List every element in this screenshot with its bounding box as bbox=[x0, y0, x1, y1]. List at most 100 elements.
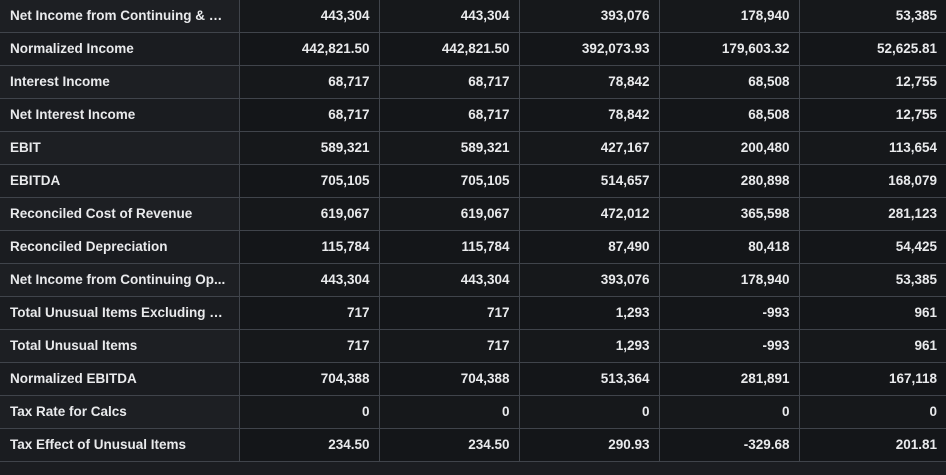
table-row[interactable]: EBITDA 705,105 705,105 514,657 280,898 168,07… bbox=[0, 164, 946, 198]
table-row[interactable]: Net Interest Income 68,717 68,717 78,842 68,… bbox=[0, 98, 946, 132]
value-cell: 443,304 bbox=[239, 263, 380, 297]
value-cell: 234.50 bbox=[379, 428, 520, 462]
value-cell: 178,940 bbox=[659, 0, 800, 33]
value-cell: 53,385 bbox=[799, 263, 946, 297]
value-cell: 200,480 bbox=[659, 131, 800, 165]
table-row[interactable]: Tax Effect of Unusual Items 234.50 234.50 2… bbox=[0, 428, 946, 462]
value-cell: 52,625.81 bbox=[799, 32, 946, 66]
value-cell: -993 bbox=[659, 329, 800, 363]
value-cell: 443,304 bbox=[379, 263, 520, 297]
value-cell: 12,755 bbox=[799, 65, 946, 99]
value-cell: 717 bbox=[239, 329, 380, 363]
value-cell: 12,755 bbox=[799, 98, 946, 132]
row-label: Net Income from Continuing Op... bbox=[0, 263, 240, 297]
table-row[interactable]: Reconciled Depreciation 115,784 115,784 87,… bbox=[0, 230, 946, 264]
row-label: Interest Income bbox=[0, 65, 240, 99]
value-cell: 68,508 bbox=[659, 98, 800, 132]
value-cell: 68,717 bbox=[379, 65, 520, 99]
value-cell: 68,508 bbox=[659, 65, 800, 99]
value-cell: 53,385 bbox=[799, 0, 946, 33]
value-cell: 717 bbox=[379, 329, 520, 363]
value-cell: 589,321 bbox=[379, 131, 520, 165]
value-cell: 514,657 bbox=[519, 164, 660, 198]
value-cell: 54,425 bbox=[799, 230, 946, 264]
value-cell: 0 bbox=[799, 395, 946, 429]
value-cell: 442,821.50 bbox=[379, 32, 520, 66]
table-row[interactable]: Interest Income 68,717 68,717 78,842 68,508 1… bbox=[0, 65, 946, 99]
row-label: Total Unusual Items bbox=[0, 329, 240, 363]
value-cell: 290.93 bbox=[519, 428, 660, 462]
value-cell: 281,123 bbox=[799, 197, 946, 231]
value-cell: 68,717 bbox=[379, 98, 520, 132]
value-cell: 68,717 bbox=[239, 98, 380, 132]
value-cell: 443,304 bbox=[239, 0, 380, 33]
value-cell: 705,105 bbox=[379, 164, 520, 198]
value-cell: 393,076 bbox=[519, 263, 660, 297]
value-cell: -329.68 bbox=[659, 428, 800, 462]
value-cell: 179,603.32 bbox=[659, 32, 800, 66]
row-label: Reconciled Depreciation bbox=[0, 230, 240, 264]
value-cell: 704,388 bbox=[379, 362, 520, 396]
value-cell: 78,842 bbox=[519, 65, 660, 99]
value-cell: 393,076 bbox=[519, 0, 660, 33]
value-cell: 717 bbox=[379, 296, 520, 330]
table-row[interactable]: Net Income from Continuing & D... 443,304… bbox=[0, 0, 946, 33]
table-row[interactable]: Normalized Income 442,821.50 442,821.50 392… bbox=[0, 32, 946, 66]
row-label: Tax Effect of Unusual Items bbox=[0, 428, 240, 462]
value-cell: 168,079 bbox=[799, 164, 946, 198]
value-cell: 427,167 bbox=[519, 131, 660, 165]
value-cell: 472,012 bbox=[519, 197, 660, 231]
value-cell: 115,784 bbox=[379, 230, 520, 264]
value-cell: 442,821.50 bbox=[239, 32, 380, 66]
row-label: EBITDA bbox=[0, 164, 240, 198]
table-row[interactable]: Normalized EBITDA 704,388 704,388 513,364 28… bbox=[0, 362, 946, 396]
row-label: Total Unusual Items Excluding G... bbox=[0, 296, 240, 330]
value-cell: 0 bbox=[239, 395, 380, 429]
value-cell: 961 bbox=[799, 329, 946, 363]
financials-table: Net Income from Continuing & D... 443,304… bbox=[0, 0, 946, 462]
value-cell: 178,940 bbox=[659, 263, 800, 297]
value-cell: 281,891 bbox=[659, 362, 800, 396]
value-cell: 619,067 bbox=[379, 197, 520, 231]
table-row[interactable]: Reconciled Cost of Revenue 619,067 619,067… bbox=[0, 197, 946, 231]
value-cell: 392,073.93 bbox=[519, 32, 660, 66]
value-cell: 201.81 bbox=[799, 428, 946, 462]
value-cell: 280,898 bbox=[659, 164, 800, 198]
value-cell: 443,304 bbox=[379, 0, 520, 33]
value-cell: 365,598 bbox=[659, 197, 800, 231]
row-label: Normalized EBITDA bbox=[0, 362, 240, 396]
row-label: Net Income from Continuing & D... bbox=[0, 0, 240, 33]
value-cell: 0 bbox=[519, 395, 660, 429]
value-cell: 78,842 bbox=[519, 98, 660, 132]
value-cell: 1,293 bbox=[519, 329, 660, 363]
financials-table-body: Net Income from Continuing & D... 443,304… bbox=[0, 0, 946, 462]
value-cell: 68,717 bbox=[239, 65, 380, 99]
row-label: Reconciled Cost of Revenue bbox=[0, 197, 240, 231]
value-cell: 113,654 bbox=[799, 131, 946, 165]
value-cell: 961 bbox=[799, 296, 946, 330]
value-cell: 717 bbox=[239, 296, 380, 330]
table-row[interactable]: Total Unusual Items 717 717 1,293 -993 961 bbox=[0, 329, 946, 363]
value-cell: 115,784 bbox=[239, 230, 380, 264]
table-row[interactable]: EBIT 589,321 589,321 427,167 200,480 113,654 bbox=[0, 131, 946, 165]
value-cell: 589,321 bbox=[239, 131, 380, 165]
value-cell: 234.50 bbox=[239, 428, 380, 462]
value-cell: 619,067 bbox=[239, 197, 380, 231]
row-label: Net Interest Income bbox=[0, 98, 240, 132]
value-cell: 87,490 bbox=[519, 230, 660, 264]
row-label: EBIT bbox=[0, 131, 240, 165]
table-row[interactable]: Tax Rate for Calcs 0 0 0 0 0 bbox=[0, 395, 946, 429]
value-cell: -993 bbox=[659, 296, 800, 330]
value-cell: 0 bbox=[659, 395, 800, 429]
row-label: Tax Rate for Calcs bbox=[0, 395, 240, 429]
value-cell: 705,105 bbox=[239, 164, 380, 198]
table-row[interactable]: Net Income from Continuing Op... 443,304 4… bbox=[0, 263, 946, 297]
value-cell: 80,418 bbox=[659, 230, 800, 264]
value-cell: 1,293 bbox=[519, 296, 660, 330]
value-cell: 167,118 bbox=[799, 362, 946, 396]
value-cell: 513,364 bbox=[519, 362, 660, 396]
value-cell: 704,388 bbox=[239, 362, 380, 396]
table-row[interactable]: Total Unusual Items Excluding G... 717 717… bbox=[0, 296, 946, 330]
value-cell: 0 bbox=[379, 395, 520, 429]
row-label: Normalized Income bbox=[0, 32, 240, 66]
